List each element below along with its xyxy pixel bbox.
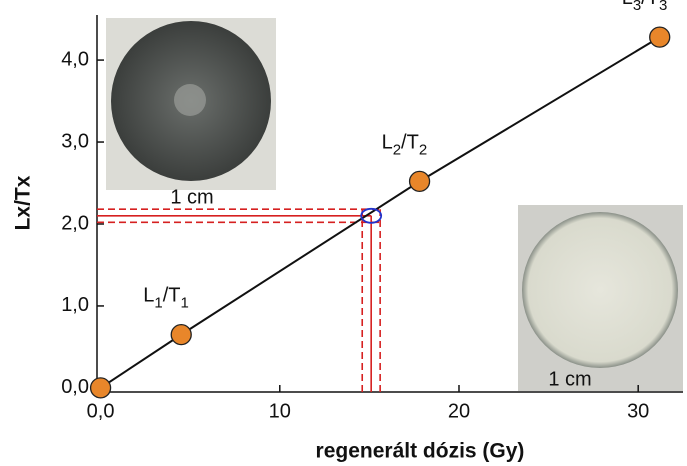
point-label-part: 2 (419, 141, 427, 158)
photo-dark (106, 18, 276, 190)
image-caption: 1 cm (548, 368, 591, 390)
y-axis-title: Lx/Tx (12, 175, 35, 230)
x-tick-label: 30 (627, 400, 649, 422)
x-tick-label: 10 (269, 400, 291, 422)
point-label: L3/T3 (622, 0, 668, 14)
point-label-part: 1 (180, 295, 188, 312)
point-label-part: 1 (154, 295, 162, 312)
y-tick-label: 2,0 (61, 212, 89, 234)
reading-marker (360, 207, 383, 224)
point-label-part: L (622, 0, 633, 9)
data-point (649, 26, 671, 48)
image-caption: 1 cm (170, 186, 213, 208)
y-tick-label: 0,0 (61, 376, 89, 398)
x-tick-label: 20 (448, 400, 470, 422)
point-label-part: 3 (633, 0, 641, 14)
data-point (89, 377, 112, 399)
point-label-part: /T (641, 0, 659, 9)
y-tick-label: 3,0 (61, 130, 89, 152)
data-point (170, 323, 192, 346)
y-tick-label: 1,0 (61, 294, 89, 316)
y-tick-label: 4,0 (61, 48, 89, 70)
data-point (408, 170, 431, 193)
x-axis-title: regenerált dózis (Gy) (316, 440, 525, 463)
point-label-part: 3 (659, 0, 667, 14)
point-label-part: L (382, 132, 393, 154)
photo-light (518, 205, 683, 391)
fit-line (100, 36, 661, 389)
point-label-part: /T (401, 132, 419, 154)
point-label: L1/T1 (143, 285, 189, 312)
x-tick-label: 0,0 (87, 400, 115, 422)
point-label-part: L (143, 285, 154, 307)
point-label-part: 2 (393, 141, 401, 158)
point-label: L2/T2 (382, 132, 428, 159)
point-label-part: /T (163, 285, 181, 307)
